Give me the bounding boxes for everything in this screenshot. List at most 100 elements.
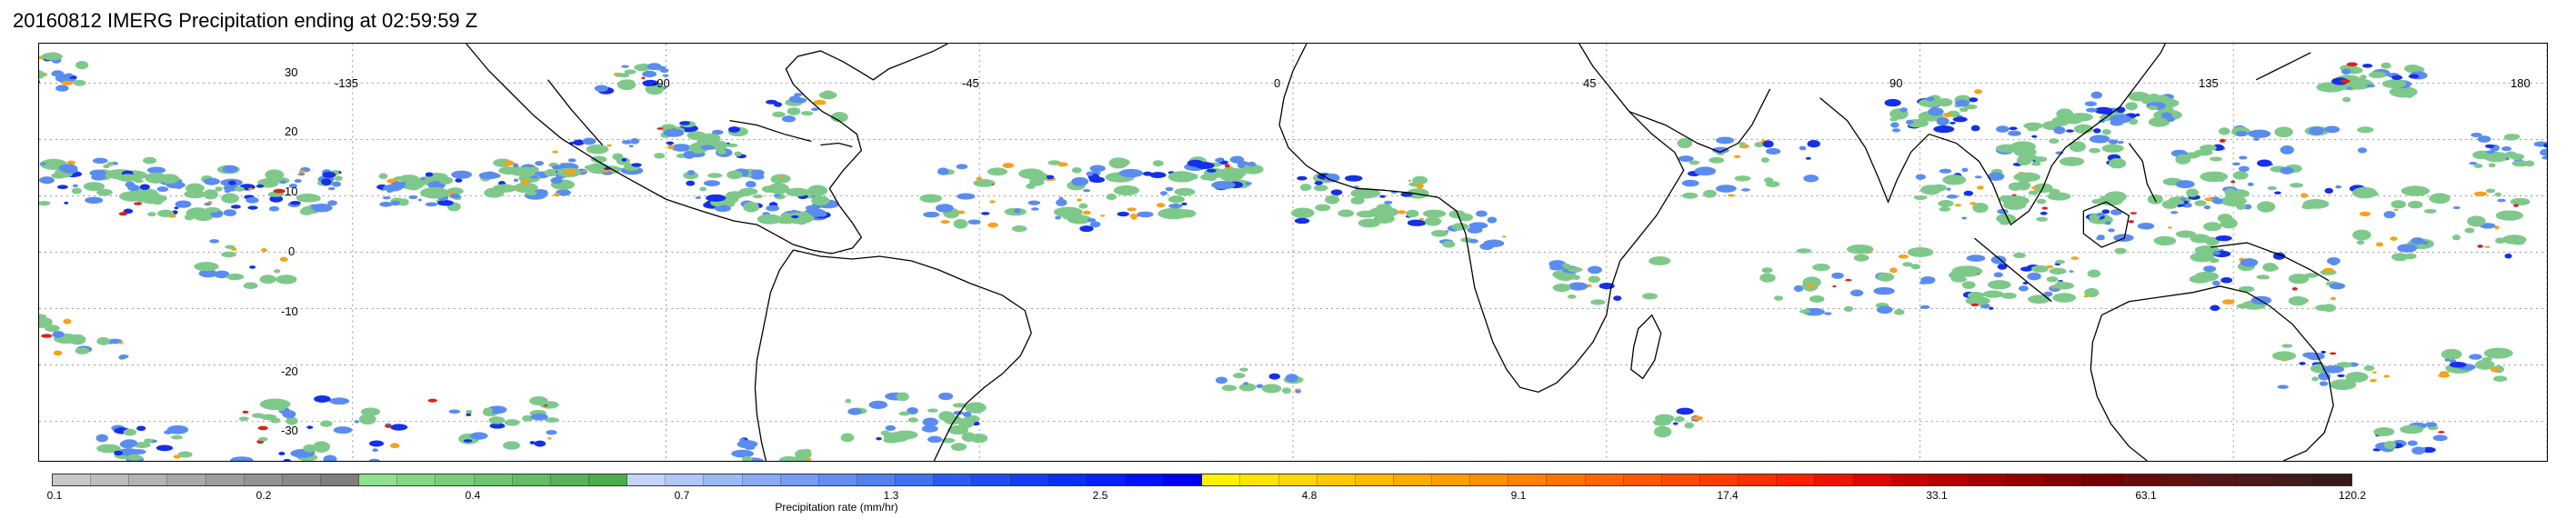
precip-cell [157, 209, 175, 217]
precip-cell [2510, 197, 2531, 206]
colorbar-tick-0-2: 0.2 [256, 489, 272, 502]
precip-cell [699, 186, 707, 192]
precip-cell [2089, 135, 2110, 144]
precip-cell [2213, 198, 2223, 204]
precip-cell [448, 409, 461, 414]
precip-cell [1961, 281, 1976, 289]
precip-cell [390, 200, 401, 206]
precip-cell [987, 167, 1008, 176]
precip-cell [2170, 211, 2179, 215]
precip-cell [1702, 189, 1717, 198]
precip-cell [1215, 157, 1224, 163]
precip-cell [2540, 148, 2547, 156]
precip-cell [683, 171, 699, 180]
colorbar-swatch [818, 474, 857, 485]
colorbar-swatch [1470, 474, 1509, 485]
precip-cell [1131, 216, 1137, 220]
precip-cell [2347, 86, 2352, 90]
coastline-australia [2090, 285, 2334, 461]
precip-cell [1653, 425, 1672, 438]
precip-cell [1046, 175, 1055, 180]
precip-cell [2090, 91, 2102, 99]
precip-cell [360, 407, 381, 416]
precip-cell [2366, 84, 2376, 88]
precip-cell [628, 145, 634, 148]
precip-cell [2086, 107, 2098, 113]
colorbar-tick-1-3: 1.3 [883, 489, 899, 502]
precip-cell [2010, 141, 2037, 153]
precip-cell [2494, 192, 2502, 197]
precip-cell [2391, 200, 2407, 209]
lon-label-minus90: -90 [653, 76, 670, 90]
precip-cell [184, 214, 195, 221]
precip-cell [923, 211, 940, 218]
precip-cell [919, 194, 942, 204]
precip-cell [1195, 162, 1215, 170]
precip-cell [1649, 255, 1671, 265]
precip-cell [1806, 284, 1815, 289]
precip-cell [797, 220, 807, 225]
precip-cell [2438, 431, 2445, 434]
precip-cell [2084, 287, 2100, 298]
precip-cell [2067, 118, 2082, 125]
precip-cell [1873, 286, 1895, 295]
precip-cell [71, 187, 82, 195]
precip-cell [303, 444, 316, 453]
colorbar-swatch [1393, 474, 1433, 485]
precip-cell [1071, 176, 1088, 186]
precip-cell [1938, 200, 1954, 207]
colorbar-swatch [1125, 474, 1165, 485]
colorbar-swatch [2275, 474, 2314, 485]
precip-cell [927, 435, 943, 444]
precip-cell [2220, 218, 2238, 229]
precip-cell [2329, 283, 2346, 290]
precip-cell [177, 451, 193, 458]
precip-cell [553, 193, 561, 197]
precip-cell [742, 455, 753, 461]
precip-cell [2105, 221, 2111, 225]
precip-cell [85, 196, 104, 205]
precip-cell [45, 324, 60, 333]
precip-cell [1159, 191, 1168, 195]
precip-cell [1691, 415, 1703, 421]
colorbar-swatch [934, 474, 973, 485]
precip-cell [1137, 211, 1154, 218]
precip-cell [530, 175, 539, 179]
precip-cell [744, 445, 756, 450]
precip-cell [2168, 226, 2172, 229]
precip-cell [2033, 156, 2048, 163]
precip-cell [1082, 210, 1091, 215]
precip-cell [1824, 312, 1832, 315]
precip-cell [2235, 130, 2248, 137]
precip-cell [530, 413, 548, 421]
precip-cell [738, 438, 746, 442]
precip-cell [259, 398, 291, 411]
precip-cell [286, 416, 298, 425]
precip-cell [2429, 193, 2451, 205]
precip-cell [800, 111, 814, 116]
precip-cell [2383, 211, 2396, 219]
precip-cell [550, 176, 563, 185]
precip-cell [249, 265, 256, 269]
precip-cell [175, 200, 192, 208]
colorbar-swatch [2160, 474, 2199, 485]
precip-cell [1422, 209, 1447, 218]
precip-cell [136, 425, 146, 432]
precip-cell [2049, 267, 2067, 275]
precip-cell [2288, 274, 2310, 284]
precip-cell [121, 439, 138, 447]
precip-cell [322, 171, 336, 178]
coastline-arabia [1629, 88, 1771, 154]
precip-cell [273, 188, 286, 194]
lon-label-45: 45 [1583, 76, 1597, 90]
precip-cell [106, 162, 115, 166]
precip-cell [2331, 77, 2349, 85]
precip-cell [1077, 198, 1083, 202]
precip-cell [1937, 116, 1947, 123]
precip-cell [2110, 115, 2131, 124]
precip-cell [92, 157, 108, 165]
precip-cell [526, 190, 537, 196]
precip-cell [321, 178, 332, 186]
precip-cell [1467, 226, 1483, 234]
precip-cell [2117, 140, 2124, 145]
